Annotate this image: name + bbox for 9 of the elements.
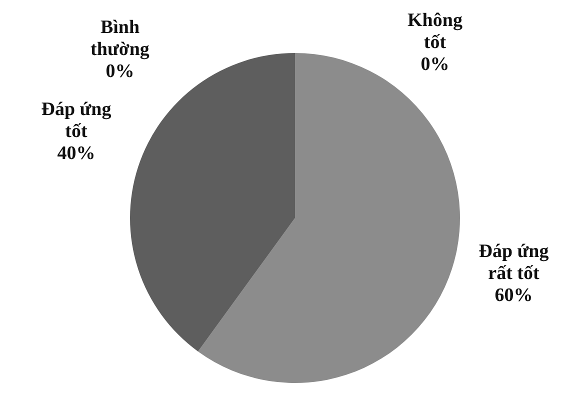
pie-slice	[198, 53, 460, 383]
category-label: Không tốt	[408, 10, 462, 53]
slice-label: Đáp ứng rất tốt	[478, 241, 550, 284]
data-label: 60%	[494, 285, 533, 306]
data-label: 40%	[57, 142, 96, 164]
category-label: Bình thường	[90, 17, 150, 60]
text: 0%	[106, 61, 134, 82]
text: 0%	[420, 54, 450, 75]
slice-label: Đáp ứng tốt	[41, 98, 112, 142]
